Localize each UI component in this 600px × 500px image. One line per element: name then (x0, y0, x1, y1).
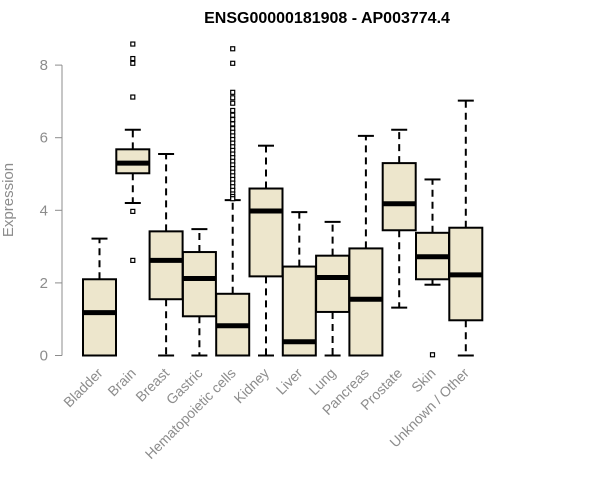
outlier-point (230, 121, 236, 127)
outlier-point (230, 60, 236, 66)
box-prostate (381, 128, 417, 309)
box-bladder (82, 237, 117, 357)
x-tick-label: Liver (273, 365, 306, 398)
outlier-point (130, 257, 136, 263)
outlier-point (230, 46, 236, 52)
boxes-group (82, 41, 484, 358)
box-iqr (315, 254, 351, 313)
outlier-point (130, 41, 136, 47)
outlier-point (429, 352, 436, 358)
box-iqr (248, 187, 284, 278)
outlier-point (230, 89, 236, 95)
y-tick-label: 2 (40, 275, 48, 292)
box-breast (148, 153, 184, 357)
box-gastric (181, 228, 217, 357)
outlier-point (230, 116, 236, 123)
y-axis: 0 2 4 6 8 (40, 57, 63, 365)
chart-title: ENSG00000181908 - AP003774.4 (204, 10, 450, 27)
outlier-point (130, 55, 136, 62)
box-hematopoietic-cells (215, 46, 251, 357)
outlier-point (130, 94, 136, 100)
box-iqr (381, 162, 417, 232)
outlier-point (230, 95, 236, 101)
box-iqr (181, 251, 217, 318)
y-tick-label: 8 (40, 57, 48, 74)
box-iqr (148, 230, 184, 301)
box-kidney (248, 144, 284, 357)
y-axis-label: Expression (0, 163, 17, 237)
y-tick-label: 6 (40, 130, 48, 147)
box-brain (115, 41, 151, 263)
outlier-point (130, 208, 136, 214)
x-tick-label: Bladder (60, 365, 106, 411)
box-pancreas (348, 134, 384, 357)
box-skin (415, 178, 450, 358)
y-tick-label: 4 (40, 202, 48, 219)
outlier-point (230, 112, 236, 118)
outlier-point (130, 60, 136, 66)
box-iqr (348, 247, 384, 357)
outlier-point (230, 196, 236, 202)
outlier-point (230, 100, 236, 106)
box-iqr (82, 278, 117, 357)
y-tick-label: 0 (40, 348, 48, 365)
box-unknown-other (448, 99, 484, 357)
outlier-point (230, 107, 236, 114)
x-tick-label: Kidney (231, 365, 273, 407)
box-lung (315, 220, 351, 357)
box-liver (281, 211, 317, 357)
